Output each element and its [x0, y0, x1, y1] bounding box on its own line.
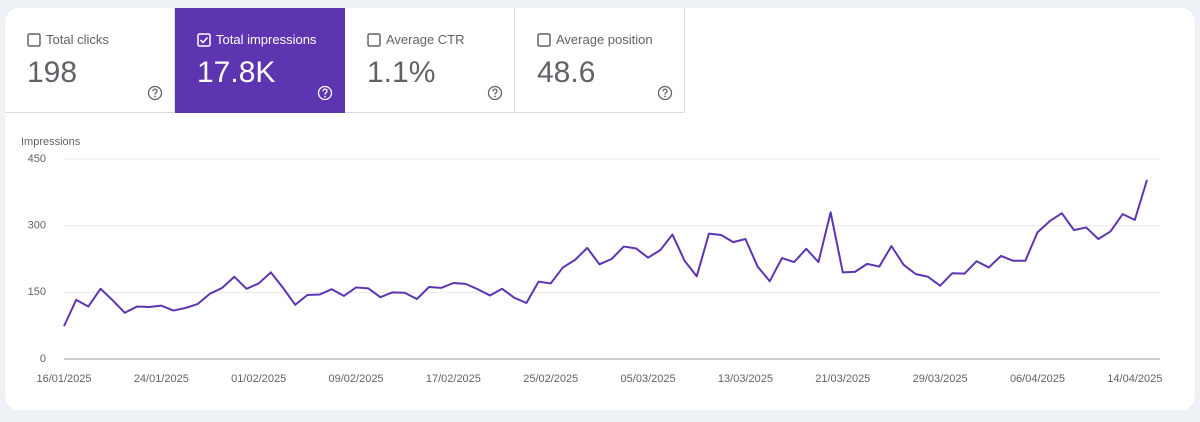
metric-value: 198: [27, 56, 78, 89]
help-icon[interactable]: [487, 85, 503, 101]
checkmark: [199, 36, 209, 44]
x-tick-label: 29/03/2025: [913, 373, 968, 385]
metric-value: 1.1%: [367, 56, 436, 89]
checkbox-box: [27, 33, 41, 47]
help-dot: [154, 95, 156, 98]
y-axis-label: Impressions: [21, 136, 81, 148]
x-tick-label: 14/04/2025: [1107, 373, 1162, 385]
x-tick-label: 13/03/2025: [718, 373, 773, 385]
metric-label: Total impressions: [216, 32, 317, 47]
x-tick-label: 21/03/2025: [815, 373, 870, 385]
help-circle: [147, 85, 163, 101]
metric-card[interactable]: Total clicks 198: [5, 8, 175, 113]
x-tick-label: 25/02/2025: [523, 373, 578, 385]
help-dot: [494, 95, 496, 98]
x-tick-label: 24/01/2025: [134, 373, 189, 385]
metric-label: Average CTR: [386, 32, 465, 47]
help-circle: [317, 85, 333, 101]
x-tick-label: 09/02/2025: [329, 373, 384, 385]
help-icon[interactable]: [317, 85, 333, 101]
y-tick-label: 150: [28, 286, 46, 298]
metric-card[interactable]: Total impressions 17.8K: [175, 8, 345, 113]
x-tick-label: 05/03/2025: [621, 373, 676, 385]
performance-card: Total clicks 198 Total impressions 17.8K Ave…: [5, 8, 1195, 410]
help-dot: [664, 95, 666, 98]
metric-card[interactable]: Average position 48.6: [515, 8, 685, 113]
chart: Impressions 0 150 300 450 16/01/2025 24/01/20…: [21, 136, 1162, 385]
help-icon[interactable]: [657, 85, 673, 101]
checkbox[interactable]: [367, 33, 381, 47]
metric-label: Average position: [556, 32, 653, 47]
checkbox-box: [367, 33, 381, 47]
checkbox-box: [197, 33, 211, 47]
checkbox-box: [537, 33, 551, 47]
metric-card[interactable]: Average CTR 1.1%: [345, 8, 515, 113]
x-tick-label: 17/02/2025: [426, 373, 481, 385]
checkbox[interactable]: [197, 33, 211, 47]
metric-value: 48.6: [537, 56, 596, 89]
impressions-line: [63, 179, 1148, 327]
checkbox[interactable]: [27, 33, 41, 47]
y-tick-label: 450: [28, 153, 46, 165]
y-tick-label: 0: [40, 353, 46, 365]
help-circle: [657, 85, 673, 101]
help-dot: [324, 95, 326, 98]
help-mark: [322, 88, 328, 95]
metric-label: Total clicks: [46, 32, 109, 47]
help-mark: [662, 88, 668, 95]
help-circle: [487, 85, 503, 101]
x-tick-label: 06/04/2025: [1010, 373, 1065, 385]
x-tick-label: 16/01/2025: [36, 373, 91, 385]
help-mark: [492, 88, 498, 95]
y-tick-label: 300: [28, 220, 46, 232]
x-tick-label: 01/02/2025: [231, 373, 286, 385]
help-icon[interactable]: [147, 85, 163, 101]
metric-value: 17.8K: [197, 56, 276, 89]
checkbox[interactable]: [537, 33, 551, 47]
help-mark: [152, 88, 158, 95]
